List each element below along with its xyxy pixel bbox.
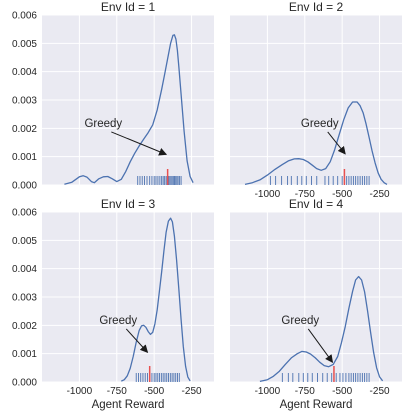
- kde-curve: [259, 275, 384, 383]
- x-tick-label: -500: [332, 189, 352, 200]
- x-tick-label: -750: [295, 386, 315, 397]
- panel-1: Greedy Env Id = 1 0.000 0.001 0.002 0.003 0.00…: [12, 0, 214, 192]
- greedy-annotation-label: Greedy: [301, 118, 339, 130]
- y-tick-label: 0.006: [12, 11, 37, 22]
- greedy-annotation-label: Greedy: [281, 315, 319, 327]
- y-tick-label: 0.005: [12, 236, 37, 247]
- x-axis-label: Agent Reward: [92, 399, 165, 411]
- panel-3: Greedy Env Id = 3 0.000 0.001 0.002 0.003 0.00…: [12, 197, 214, 411]
- greedy-annotation-arrow: [327, 131, 346, 155]
- kde-curve: [64, 34, 194, 185]
- x-tick-label: -750: [295, 189, 315, 200]
- x-tick-label: -250: [370, 189, 390, 200]
- x-tick-label: -750: [107, 386, 127, 397]
- x-tick-label: -500: [144, 386, 164, 397]
- y-tick-label: 0.004: [12, 264, 37, 275]
- y-tick-label: 0.002: [12, 124, 37, 135]
- panel-title: Env Id = 4: [289, 197, 344, 211]
- greedy-annotation-arrow: [111, 131, 168, 156]
- kde-curve: [244, 101, 388, 186]
- greedy-annotation-label: Greedy: [99, 315, 137, 327]
- y-tick-label: 0.003: [12, 293, 37, 304]
- x-axis-label: Agent Reward: [280, 399, 353, 411]
- y-tick-label: 0.001: [12, 152, 37, 163]
- y-tick-label: 0.005: [12, 39, 37, 50]
- y-tick-label: 0.002: [12, 321, 37, 332]
- x-tick-label: -1000: [255, 189, 281, 200]
- x-tick-label: -250: [182, 386, 202, 397]
- y-tick-label: 0.004: [12, 67, 37, 78]
- x-tick-label: -500: [332, 386, 352, 397]
- panel-title: Env Id = 3: [101, 197, 156, 211]
- panel-title: Env Id = 1: [101, 0, 156, 14]
- x-tick-label: -1000: [255, 386, 281, 397]
- greedy-annotation-arrow: [307, 328, 334, 363]
- y-tick-label: 0.000: [12, 181, 37, 192]
- y-tick-label: 0.001: [12, 349, 37, 360]
- panel-2: Greedy Env Id = 2 -1000 -750 -500 -250: [230, 0, 402, 200]
- y-tick-label: 0.000: [12, 378, 37, 389]
- x-tick-label: -250: [370, 386, 390, 397]
- greedy-annotation-label: Greedy: [84, 118, 122, 130]
- x-tick-label: -1000: [67, 386, 93, 397]
- y-tick-label: 0.003: [12, 96, 37, 107]
- y-tick-label: 0.006: [12, 208, 37, 219]
- panel-title: Env Id = 2: [289, 0, 344, 14]
- kde-curve: [121, 217, 191, 382]
- greedy-annotation-arrow: [125, 328, 149, 353]
- panel-4: Greedy Env Id = 4 -1000 -750 -500 -250 Agent R…: [230, 197, 402, 411]
